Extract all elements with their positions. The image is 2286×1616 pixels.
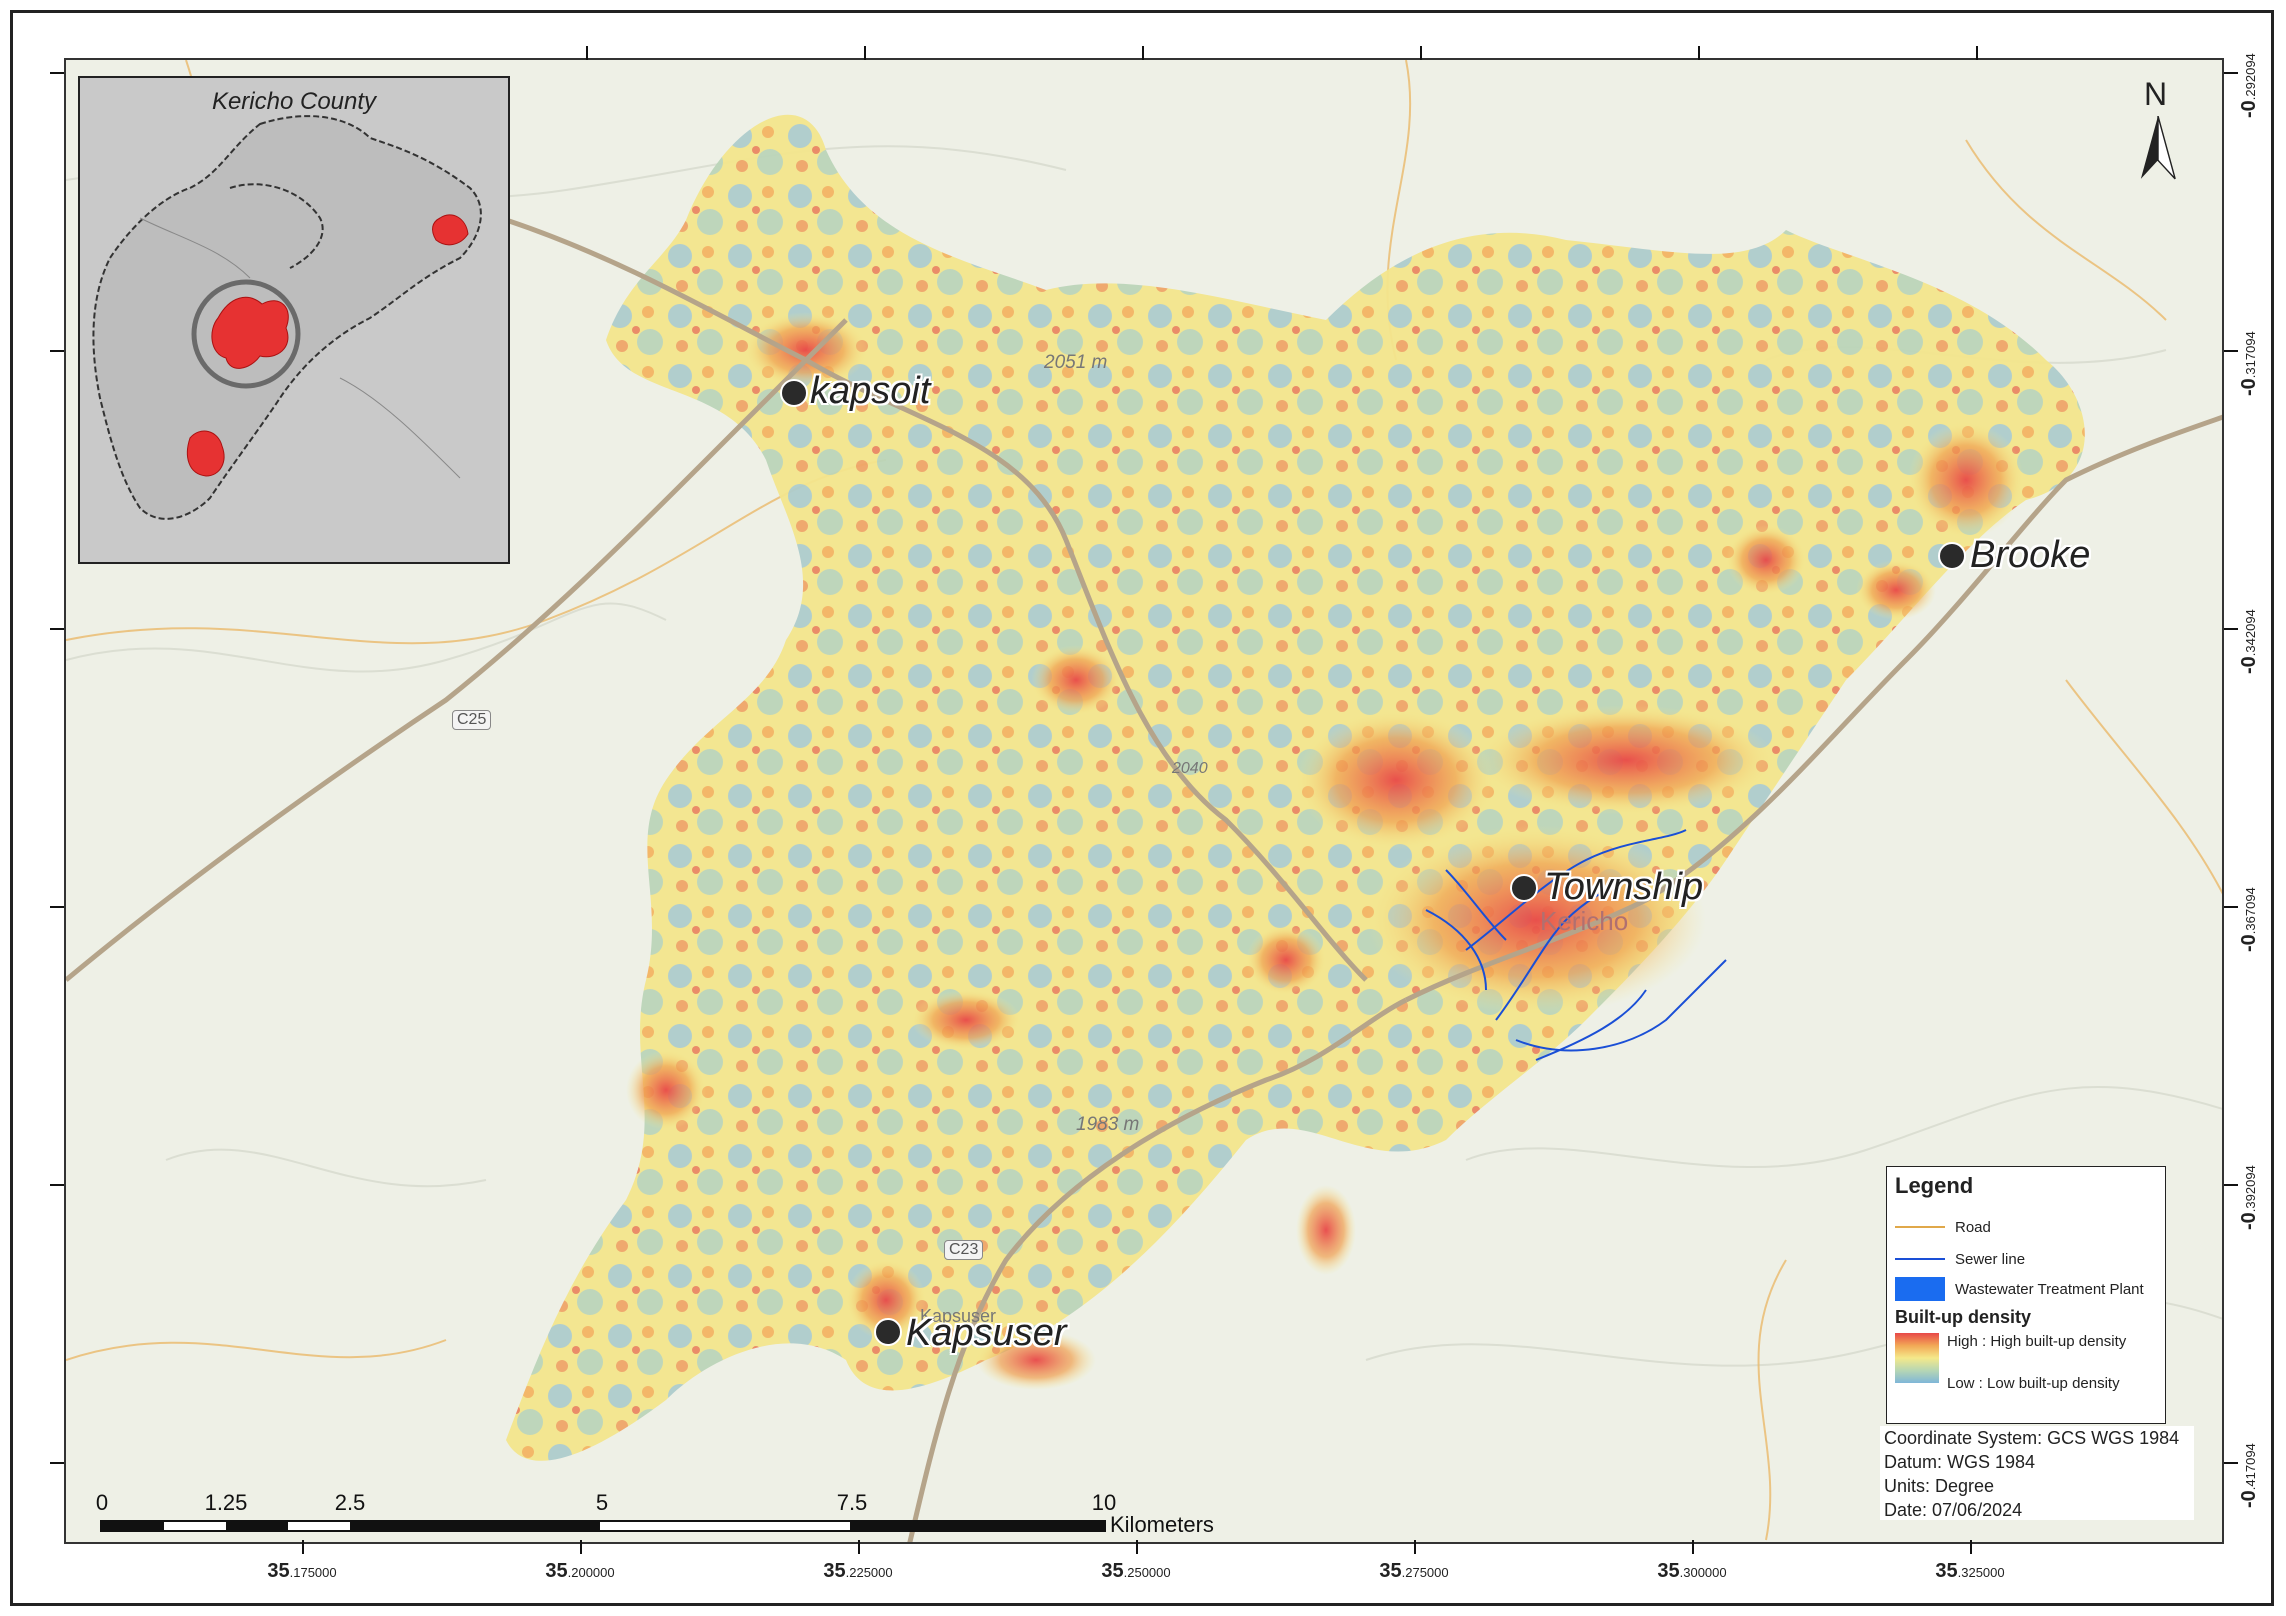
legend-row-wwtp: Wastewater Treatment Plant [1895,1277,2159,1301]
lon-tick [1136,1540,1138,1554]
lon-tick [1692,1540,1694,1554]
lon-tick [864,46,866,60]
lon-label: 35.175000 [267,1560,337,1582]
density-low-label: Low : Low built-up density [1947,1375,2120,1392]
lat-label: -0.317094 [2238,331,2260,396]
lat-tick [50,72,64,74]
lon-tick [1970,1540,1972,1554]
lat-label: -0.342094 [2238,609,2260,674]
lat-label: -0.392094 [2238,1165,2260,1230]
density-high-label: High : High built-up density [1947,1333,2127,1350]
inset-county-outline [92,115,482,520]
lat-tick [2224,906,2238,908]
inset-title: Kericho County [211,88,377,115]
coord-system: Coordinate System: GCS WGS 1984 [1884,1428,2180,1448]
density-surface [506,114,2085,1461]
place-label-brooke: Brooke [1970,534,2091,576]
elevation-label: 2040 [1172,760,1208,777]
high-density-zones [626,312,2024,1390]
scale-label: 2.5 [334,1490,366,1515]
inset-map: Kericho County [78,76,510,564]
lat-tick [2224,1462,2238,1464]
lat-tick [50,1184,64,1186]
lon-tick [1414,1540,1416,1554]
coord-datum: Datum: WGS 1984 [1884,1452,2036,1472]
lat-tick [2224,628,2238,630]
legend-density-title: Built-up density [1895,1307,2031,1327]
road-shield: C23 [944,1240,984,1260]
place-label-township: Township [1544,866,1704,908]
lon-label: 35.300000 [1657,1560,1727,1582]
place-label-kapsuser: Kapsuser [906,1312,1067,1354]
lat-label: -0.367094 [2238,887,2260,952]
lat-label: -0.292094 [2238,53,2260,118]
lon-tick [1698,46,1700,60]
legend-title: Legend [1895,1173,1974,1198]
lon-tick [1420,46,1422,60]
lon-label: 35.325000 [1935,1560,2005,1582]
north-arrow-icon [2140,116,2176,180]
lat-tick [50,628,64,630]
north-arrow-letter: N [2144,76,2168,112]
elevation-label: 2051 m [1044,352,1108,373]
lon-tick [302,1540,304,1554]
legend-label: Sewer line [1955,1251,2026,1268]
wwtp-symbol-icon [1895,1277,1945,1301]
road-shield: C25 [452,710,492,730]
place-marker-kapsoit[interactable] [780,379,808,407]
legend: Legend Road Sewer line Wastewater Treatm… [1886,1166,2166,1424]
lon-label: 35.225000 [823,1560,893,1582]
lon-tick [1142,46,1144,60]
scale-label: 0 [95,1490,109,1515]
lon-label: 35.250000 [1101,1560,1171,1582]
lat-label: -0.417094 [2238,1443,2260,1508]
main-roads [66,217,2222,1542]
legend-row-road: Road [1895,1215,2159,1239]
town-label: Kericho [1540,906,1629,936]
coord-date: Date: 07/06/2024 [1884,1500,2023,1520]
sewer-lines [1425,829,1727,1061]
lat-tick [50,1462,64,1464]
coordinate-info: Coordinate System: GCS WGS 1984 Datum: W… [1880,1426,2194,1520]
place-marker-kapsuser[interactable] [874,1318,902,1346]
lon-tick [1976,46,1978,60]
lon-tick [580,1540,582,1554]
coord-units: Units: Degree [1884,1476,1995,1496]
legend-row-sewer: Sewer line [1895,1247,2159,1271]
elevation-label: 1983 m [1076,1114,1140,1135]
lat-tick [50,906,64,908]
place-marker-township[interactable] [1510,874,1538,902]
legend-label: Road [1955,1219,1991,1236]
lon-label: 35.200000 [545,1560,615,1582]
lon-tick [858,1540,860,1554]
lon-label: 35.275000 [1379,1560,1449,1582]
lat-tick [50,350,64,352]
scale-label: 5 [595,1490,609,1515]
road-symbol-icon [1895,1215,1945,1239]
lon-tick [586,46,588,60]
place-marker-brooke[interactable] [1938,542,1966,570]
faint-place-label: Kapsuser [920,1306,997,1326]
scale-label: 1.25 [204,1490,248,1515]
place-label-kapsoit: kapsoit [810,370,931,412]
legend-label: Wastewater Treatment Plant [1955,1281,2144,1298]
scale-label: 10 [1091,1490,1117,1515]
sewer-symbol-icon [1895,1247,1945,1271]
lat-tick [2224,72,2238,74]
lat-tick [2224,350,2238,352]
scale-label: 7.5 [836,1490,868,1515]
density-color-ramp [1895,1333,1939,1383]
scale-bar [100,1520,1106,1532]
lat-tick [2224,1184,2238,1186]
scale-unit: Kilometers [1110,1512,1214,1537]
